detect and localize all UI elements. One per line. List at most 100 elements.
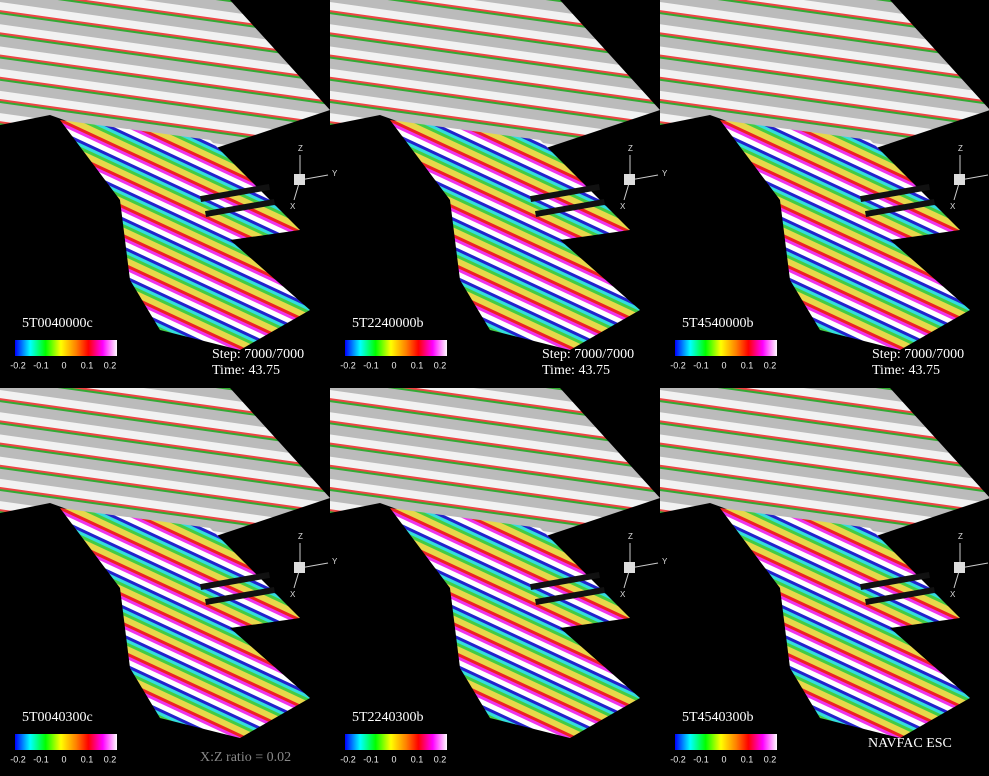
- axis-label: Y: [332, 557, 338, 566]
- axis-label: Y: [662, 557, 668, 566]
- colorbar-tick: 0.2: [104, 360, 117, 370]
- wave-field: [60, 120, 310, 350]
- panel-label: 5T2240000b: [352, 316, 424, 331]
- colorbar-tick: -0.2: [340, 754, 356, 764]
- axis-label: X: [290, 202, 296, 211]
- colorbar: [675, 734, 777, 750]
- colorbar-tick: -0.1: [363, 754, 379, 764]
- colorbar-tick: -0.2: [10, 360, 26, 370]
- wave-surface: [330, 388, 660, 538]
- structure: [865, 198, 935, 218]
- structure: [530, 571, 600, 591]
- axis-label: X: [290, 590, 296, 599]
- axis-label: X: [950, 590, 956, 599]
- structure: [200, 571, 270, 591]
- colorbar-tick: 0.1: [741, 754, 754, 764]
- wave-field: [390, 508, 640, 738]
- panel-label: 5T2240300b: [352, 710, 424, 725]
- wave-field: [720, 508, 970, 738]
- step: Step: 7000/7000: [542, 347, 634, 362]
- colorbar: [675, 340, 777, 356]
- structure: [860, 183, 930, 203]
- panel-label: 5T4540300b: [682, 710, 754, 725]
- axis-label: Z: [298, 532, 303, 541]
- colorbar: [15, 734, 117, 750]
- colorbar-tick: 0: [721, 754, 726, 764]
- panel: 5T0040000c -0.2 -0.1 0 0.1 0.2 Step: 7000/7000…: [0, 0, 338, 378]
- panel: 5T2240300b -0.2 -0.1 0 0.1 0.2 Z Y X: [330, 388, 668, 764]
- wave-field: [720, 120, 970, 350]
- axis-cube: [294, 562, 305, 573]
- colorbar-tick: 0: [721, 360, 726, 370]
- structure: [860, 571, 930, 591]
- axis-cube: [624, 562, 635, 573]
- axis-label: X: [620, 590, 626, 599]
- axis-label: Y: [662, 169, 668, 178]
- structure: [205, 198, 275, 218]
- panel-label: 5T0040300c: [22, 710, 93, 725]
- colorbar-tick: 0.1: [411, 754, 424, 764]
- axis-label: Z: [298, 144, 303, 153]
- panel: 5T4540000b -0.2 -0.1 0 0.1 0.2 Step: 7000/7000…: [660, 0, 989, 378]
- structure: [530, 183, 600, 203]
- colorbar-tick: 0.2: [434, 360, 447, 370]
- wave-surface: [660, 388, 989, 538]
- colorbar-tick: 0.1: [81, 360, 94, 370]
- axis-cube: [624, 174, 635, 185]
- colorbar-tick: 0.2: [764, 360, 777, 370]
- panel-label: 5T4540000b: [682, 316, 754, 331]
- colorbar-tick: 0.2: [434, 754, 447, 764]
- colorbar-tick: -0.2: [670, 754, 686, 764]
- colorbar: [345, 340, 447, 356]
- ratio-note: X:Z ratio = 0.02: [200, 750, 291, 765]
- colorbar-tick: -0.2: [340, 360, 356, 370]
- credit: NAVFAC ESC: [868, 736, 952, 751]
- colorbar-tick: -0.2: [10, 754, 26, 764]
- axis-label: Z: [628, 532, 633, 541]
- time: Time: 43.75: [542, 363, 610, 378]
- colorbar-tick: 0.1: [741, 360, 754, 370]
- colorbar-tick: 0: [61, 360, 66, 370]
- colorbar: [15, 340, 117, 356]
- axis-label: X: [620, 202, 626, 211]
- axis-cube: [294, 174, 305, 185]
- wave-field: [60, 508, 310, 738]
- colorbar-tick: -0.1: [693, 754, 709, 764]
- axis-label: Y: [332, 169, 338, 178]
- axis-label: Z: [958, 144, 963, 153]
- colorbar-tick: 0: [391, 360, 396, 370]
- wave-field: [390, 120, 640, 350]
- time: Time: 43.75: [872, 363, 940, 378]
- colorbar-tick: 0: [391, 754, 396, 764]
- colorbar-tick: -0.1: [33, 754, 49, 764]
- structure: [535, 586, 605, 606]
- colorbar-tick: -0.2: [670, 360, 686, 370]
- structure: [205, 586, 275, 606]
- colorbar-tick: -0.1: [693, 360, 709, 370]
- axis-cube: [954, 562, 965, 573]
- colorbar: [345, 734, 447, 750]
- wave-surface: [660, 0, 989, 150]
- axis-label: Z: [958, 532, 963, 541]
- wave-surface: [0, 388, 330, 538]
- structure: [865, 586, 935, 606]
- structure: [535, 198, 605, 218]
- wave-surface: [330, 0, 660, 150]
- axis-label: Z: [628, 144, 633, 153]
- step: Step: 7000/7000: [872, 347, 964, 362]
- colorbar-tick: 0.1: [411, 360, 424, 370]
- colorbar-tick: 0: [61, 754, 66, 764]
- colorbar-tick: 0.2: [104, 754, 117, 764]
- colorbar-tick: -0.1: [33, 360, 49, 370]
- wave-surface: [0, 0, 330, 150]
- structure: [200, 183, 270, 203]
- step: Step: 7000/7000: [212, 347, 304, 362]
- panel: 5T0040300c -0.2 -0.1 0 0.1 0.2 Z Y X: [0, 388, 338, 764]
- axis-label: X: [950, 202, 956, 211]
- colorbar-tick: 0.2: [764, 754, 777, 764]
- panel: 5T4540300b -0.2 -0.1 0 0.1 0.2 Z Y X: [660, 388, 989, 764]
- time: Time: 43.75: [212, 363, 280, 378]
- panel-label: 5T0040000c: [22, 316, 93, 331]
- axis-cube: [954, 174, 965, 185]
